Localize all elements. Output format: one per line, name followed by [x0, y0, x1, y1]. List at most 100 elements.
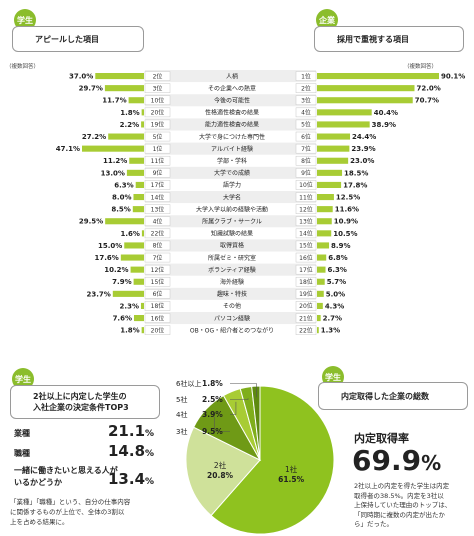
hiring-rank-label: 16位: [299, 254, 313, 262]
pie-outside-value: 3.9%: [202, 410, 223, 419]
hiring-value-label: 24.4%: [352, 133, 376, 141]
category-label: 性格適性検査の結果: [205, 109, 259, 117]
top3-note: 「業種」「職種」という、自分の仕事内容 に関係するものが上位で、全体の3割以 上…: [10, 498, 131, 526]
pie-outside-label: 5社: [176, 395, 187, 404]
pie-leader-line: [213, 416, 230, 432]
row-band: [145, 239, 316, 252]
top3-item-3-value: 13.4%: [108, 470, 155, 488]
pie-slice-value: 20.8%: [207, 471, 234, 480]
hiring-value-label: 4.3%: [325, 302, 344, 310]
appeal-rank-label: 3位: [153, 84, 163, 92]
appeal-rank-label: 19位: [151, 121, 165, 129]
appeal-bar: [112, 290, 144, 297]
hiring-rank-label: 10位: [299, 181, 313, 189]
hiring-bar: [317, 73, 439, 80]
appeal-rank-label: 20位: [151, 326, 165, 334]
pie-outside-label: 3社: [176, 427, 187, 436]
hiring-rank-box: [295, 228, 317, 239]
appeal-rank-box: [144, 143, 171, 154]
hiring-value-label: 8.9%: [331, 242, 350, 250]
hiring-rank-box: [295, 216, 317, 227]
hiring-rank-label: 15位: [299, 242, 313, 250]
category-label: 能力適性検査の結果: [205, 121, 259, 129]
row-band: [145, 287, 316, 300]
category-label: その他: [223, 302, 241, 310]
hiring-rank-box: [295, 107, 317, 118]
company-badge: 企業: [316, 9, 338, 31]
appeal-rank-label: 11位: [151, 157, 165, 165]
appeal-value-label: 11.7%: [102, 97, 126, 105]
pie-slice-label: 2社: [214, 460, 227, 470]
category-label: パソコン経験: [214, 314, 250, 322]
hiring-bar: [317, 85, 415, 92]
hiring-value-label: 11.6%: [335, 206, 359, 214]
hiring-bar: [317, 230, 332, 237]
appeal-rank-label: 6位: [153, 290, 163, 298]
hiring-rank-box: [295, 168, 317, 178]
pie-slice: [251, 385, 261, 461]
appeal-bar: [141, 121, 144, 128]
category-label: 知識試験の結果: [211, 230, 253, 238]
appeal-bar: [140, 302, 144, 309]
hiring-bar: [317, 242, 330, 249]
pie-leader-line: [230, 398, 249, 400]
appeal-bar: [132, 206, 144, 213]
pie-outside-value: 9.5%: [202, 427, 223, 436]
hiring-value-label: 5.7%: [327, 278, 346, 286]
hiring-bar: [317, 315, 321, 322]
pie-slice-value: 61.5%: [278, 475, 305, 484]
appeal-bar: [120, 254, 144, 261]
appeal-rank-box: [144, 289, 171, 299]
category-label: 所属ゼミ・研究室: [208, 254, 256, 262]
appeal-bar: [141, 230, 144, 237]
appeal-bar: [95, 73, 144, 80]
appeal-rank-box: [144, 325, 171, 335]
hiring-rank-label: 3位: [301, 96, 311, 104]
hiring-bar: [317, 133, 351, 140]
hiring-value-label: 12.5%: [336, 193, 360, 201]
category-label: 大学で身につけた専門性: [199, 133, 265, 141]
appeal-rank-label: 10位: [151, 96, 165, 104]
appeal-rank-label: 20位: [151, 109, 165, 117]
row-band: [145, 215, 316, 228]
row-band: [145, 166, 316, 179]
hiring-rank-box: [295, 83, 317, 93]
hiring-rank-box: [295, 252, 317, 263]
top3-item-1-value: 21.1%: [108, 422, 155, 440]
appeal-bar: [133, 278, 144, 285]
hiring-bar: [317, 194, 334, 201]
row-band: [145, 263, 316, 276]
appeal-bar: [141, 327, 144, 334]
row-band: [145, 94, 316, 107]
hiring-rank-label: 5位: [301, 121, 311, 129]
row-band: [145, 312, 316, 325]
category-label: 所属クラブ・サークル: [202, 217, 262, 225]
appeal-rank-box: [144, 95, 171, 106]
appeal-bar: [105, 218, 144, 225]
hiring-rank-box: [295, 276, 317, 287]
student-badge-bottom-left: 学生: [12, 368, 34, 390]
category-label: 大学入学以前の経験や活動: [196, 205, 268, 213]
appeal-rank-label: 16位: [151, 314, 165, 322]
appeal-rank-box: [144, 228, 171, 239]
category-label: ボランティア経験: [208, 266, 256, 274]
hiring-value-label: 38.9%: [372, 121, 396, 129]
hiring-rank-box: [295, 131, 317, 142]
pie-slice: [185, 426, 261, 517]
category-label: 取得資格: [220, 242, 244, 250]
hiring-value-label: 90.1%: [441, 72, 465, 80]
right-multi-answer-note: （複数回答）: [404, 64, 438, 70]
row-band: [145, 142, 316, 155]
appeal-value-label: 15.0%: [98, 242, 122, 250]
hiring-value-label: 10.5%: [333, 230, 357, 238]
appeal-value-label: 29.7%: [79, 85, 103, 93]
hiring-value-label: 72.0%: [416, 85, 440, 93]
hiring-rank-label: 8位: [301, 157, 311, 165]
category-label: アルバイト経験: [211, 145, 253, 153]
appeal-rank-box: [144, 119, 171, 130]
appeal-bar: [108, 133, 144, 140]
hiring-rank-label: 17位: [299, 266, 313, 274]
appeal-rank-label: 14位: [151, 193, 165, 201]
appeal-rank-box: [144, 107, 171, 118]
top3-title-line2: 入社企業の決定条件TOP3: [33, 403, 129, 412]
